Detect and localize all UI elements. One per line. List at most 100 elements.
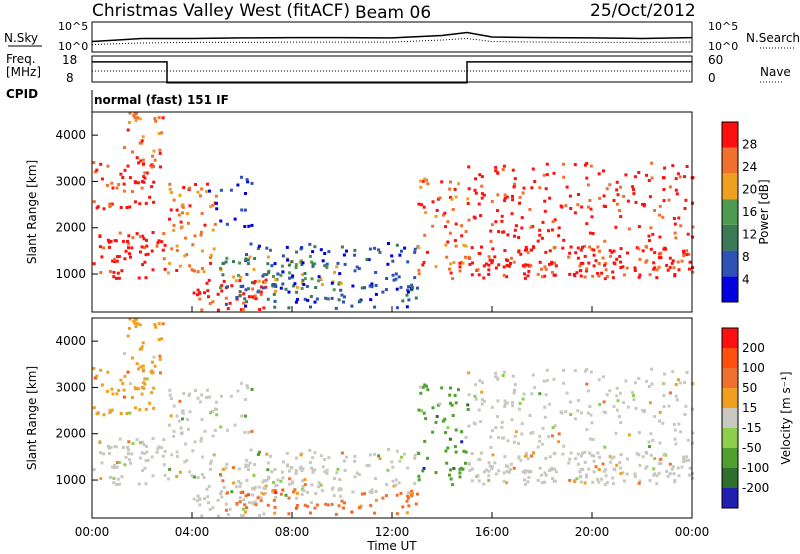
power-cell: [92, 262, 96, 266]
power-cell: [648, 273, 652, 277]
power-cell: [548, 262, 551, 266]
power-cell: [123, 168, 127, 172]
velocity-cell: [264, 491, 268, 495]
colorbar-tick: -15: [742, 421, 762, 435]
power-cell: [186, 221, 190, 225]
velocity-cell: [238, 485, 242, 489]
velocity-cell: [140, 451, 144, 455]
power-cell: [624, 173, 628, 177]
x-tick-label: 12:00: [375, 525, 410, 539]
velocity-cell: [658, 441, 662, 445]
power-cell: [129, 255, 132, 259]
power-cell: [168, 187, 172, 191]
power-cell: [523, 272, 526, 276]
power-cell: [545, 162, 549, 166]
power-cell: [411, 286, 415, 290]
velocity-cell: [250, 429, 254, 433]
velocity-cell: [211, 434, 215, 438]
velocity-cell: [592, 459, 596, 463]
power-cell: [294, 266, 298, 269]
velocity-cell: [417, 478, 421, 482]
velocity-cell: [665, 469, 669, 473]
velocity-cell: [239, 481, 243, 485]
power-cell: [526, 251, 530, 255]
colorbar-swatch: [722, 276, 738, 302]
velocity-cell: [538, 439, 542, 443]
velocity-cell: [168, 393, 172, 397]
power-cell: [673, 231, 677, 235]
power-cell: [333, 270, 336, 274]
velocity-cell: [249, 448, 253, 452]
velocity-cell: [518, 407, 521, 411]
velocity-cell: [505, 469, 509, 473]
power-cell: [489, 229, 493, 233]
velocity-cell: [272, 481, 275, 484]
velocity-cell: [214, 407, 218, 411]
power-cell: [637, 275, 641, 279]
velocity-cell: [622, 401, 626, 404]
power-cell: [490, 199, 494, 203]
power-cell: [263, 281, 267, 284]
velocity-cell: [406, 494, 410, 498]
power-cell: [179, 220, 183, 224]
power-cell: [205, 281, 209, 285]
velocity-cell: [163, 449, 167, 453]
power-cell: [414, 296, 418, 300]
power-cell: [300, 263, 304, 267]
power-cell: [638, 257, 642, 261]
freq-tick-top: 18: [62, 53, 77, 67]
nave-tick-top: 60: [708, 53, 723, 67]
velocity-cell: [470, 479, 474, 483]
velocity-cell: [533, 386, 537, 389]
velocity-cell: [251, 493, 255, 497]
velocity-cell: [421, 469, 425, 473]
velocity-cell: [310, 483, 314, 487]
power-cell: [219, 286, 223, 290]
velocity-cell: [168, 423, 171, 427]
power-cell: [152, 149, 156, 153]
power-cell: [470, 246, 474, 250]
velocity-cell: [413, 453, 417, 457]
power-cell: [133, 115, 137, 119]
power-cell: [514, 224, 518, 228]
power-cell: [653, 209, 657, 212]
colorbar-swatch: [722, 448, 738, 468]
power-cell: [267, 271, 270, 275]
velocity-cell: [557, 432, 561, 436]
velocity-cell: [422, 411, 426, 415]
velocity-cell: [487, 479, 491, 482]
power-cell: [579, 269, 583, 273]
velocity-cell: [196, 396, 200, 400]
power-cell: [619, 266, 623, 269]
velocity-cell: [265, 479, 269, 483]
power-cell: [295, 298, 299, 301]
colorbar-swatch: [722, 250, 738, 277]
velocity-cell: [368, 490, 372, 494]
velocity-cell: [507, 470, 511, 474]
power-cell: [181, 203, 185, 207]
power-cell: [215, 207, 219, 211]
power-cell: [301, 261, 305, 265]
velocity-cell: [141, 440, 145, 444]
velocity-cell: [579, 475, 583, 479]
velocity-cell: [367, 464, 371, 468]
power-cell: [538, 233, 542, 237]
power-cell: [484, 262, 488, 266]
velocity-cell: [585, 475, 588, 479]
velocity-cell: [387, 448, 390, 451]
velocity-cell: [265, 452, 269, 456]
velocity-cell: [624, 379, 628, 383]
velocity-cell: [683, 381, 686, 385]
power-cell: [131, 150, 134, 154]
velocity-cell: [585, 473, 589, 477]
velocity-cell: [138, 323, 142, 327]
velocity-cell: [131, 396, 134, 399]
velocity-cell: [645, 379, 648, 383]
power-cell: [568, 251, 572, 255]
velocity-cell: [524, 469, 527, 473]
power-cell: [340, 245, 344, 249]
velocity-cell: [400, 455, 403, 459]
velocity-cell: [288, 482, 292, 486]
power-cell: [399, 285, 403, 289]
power-cell: [252, 281, 256, 285]
